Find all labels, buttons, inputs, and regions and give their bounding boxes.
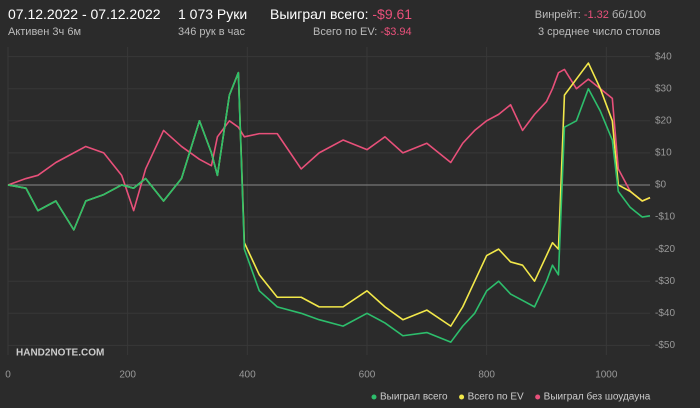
ev-total: Всего по EV: -$3.94	[313, 26, 412, 38]
x-tick-label: 0	[5, 370, 11, 381]
y-tick-label: $40	[655, 51, 672, 62]
legend-dot	[459, 394, 465, 400]
x-tick-label: 200	[119, 370, 136, 381]
legend-dot	[371, 394, 377, 400]
x-tick-label: 400	[239, 370, 256, 381]
legend-dot	[535, 394, 541, 400]
y-tick-label: -$30	[655, 276, 675, 287]
date-range: 07.12.2022 - 07.12.2022	[8, 6, 161, 22]
hands-per-hour: 346 рук в час	[178, 26, 246, 38]
active-time: Активен 3ч 6м	[8, 26, 82, 38]
value: -1.32	[583, 9, 609, 21]
y-tick-label: -$20	[655, 244, 675, 255]
watermark: HAND2NOTE.COM	[16, 348, 104, 359]
value: -$9.61	[372, 6, 413, 22]
legend-label: Выиграл без шоудауна	[544, 391, 651, 403]
label: Выиграл всего:	[270, 6, 369, 22]
winrate: Винрейт: -1.32 бб/100	[535, 9, 646, 21]
won-total: Выиграл всего: -$9.61	[270, 6, 412, 22]
y-tick-label: $20	[655, 115, 672, 126]
series-line	[7, 71, 651, 343]
x-tick-label: 800	[478, 370, 495, 381]
y-tick-label: -$10	[655, 212, 675, 223]
y-tick-label: -$50	[655, 340, 675, 351]
x-tick-label: 600	[359, 370, 376, 381]
y-tick-label: $30	[655, 83, 672, 94]
legend-label: Всего по EV	[468, 392, 524, 403]
y-tick-label: $0	[655, 180, 667, 191]
legend-label: Выиграл всего	[380, 392, 448, 403]
hands: 1 073 Руки	[178, 6, 248, 22]
x-tick-label: 1000	[595, 370, 618, 381]
unit: бб/100	[611, 9, 646, 21]
value: -$3.94	[380, 26, 412, 38]
label: Всего по EV:	[313, 26, 378, 38]
tables: 3 среднее число столов	[538, 26, 661, 38]
y-tick-label: -$40	[655, 308, 675, 319]
y-tick-label: $10	[655, 148, 672, 159]
label: Винрейт:	[534, 9, 581, 21]
series-line	[7, 68, 651, 212]
